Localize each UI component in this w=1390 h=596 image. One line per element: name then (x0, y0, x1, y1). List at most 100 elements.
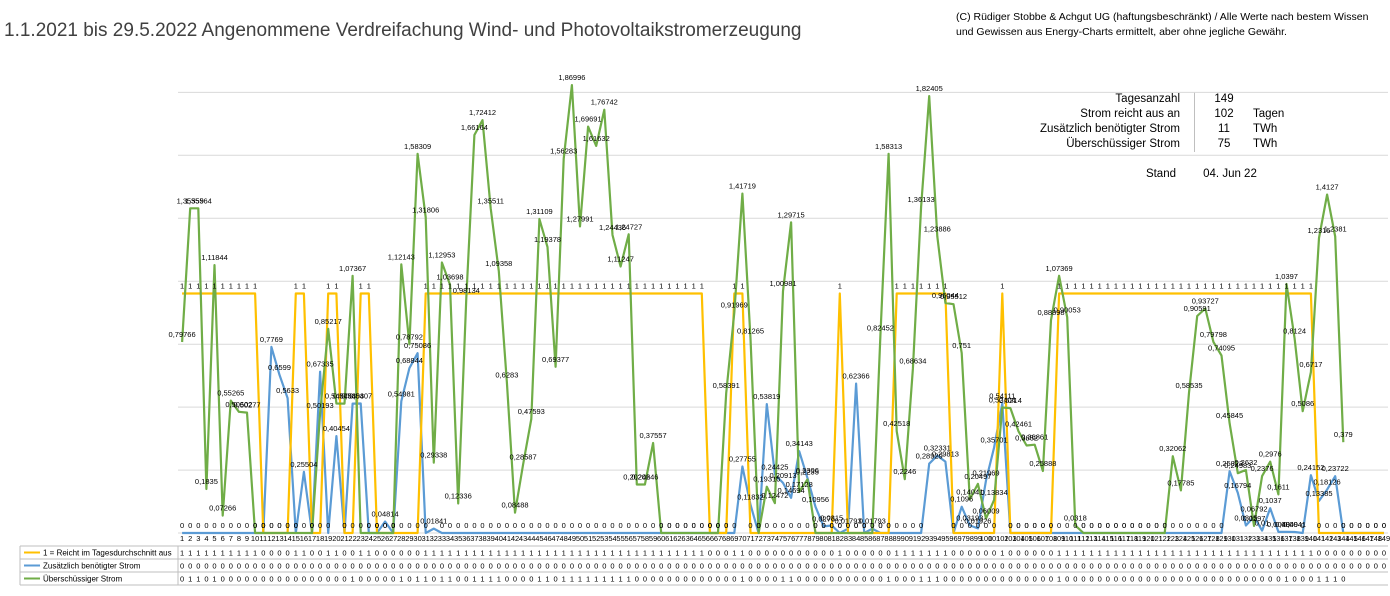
legend-cell: 0 (1155, 562, 1159, 571)
data-label: 1,31109 (526, 207, 553, 216)
stats-row-tagesanzahl: Tagesanzahl 149 (1000, 92, 1303, 107)
data-label: 0 (1016, 521, 1020, 530)
data-label: 1,23886 (924, 224, 951, 233)
data-label: 0 (1382, 521, 1386, 530)
legend-cell: 1 (1203, 549, 1207, 558)
legend-cell: 1 (1057, 549, 1061, 558)
legend-cell: 1 (935, 549, 939, 558)
legend-cell: 0 (1358, 562, 1362, 571)
data-label: 0 (570, 521, 574, 530)
data-label: 0 (399, 521, 403, 530)
x-tick-label: 130 (1223, 534, 1236, 543)
data-label: 0,24425 (761, 463, 788, 472)
legend-cell: 0 (789, 562, 793, 571)
data-label: 0,54981 (388, 389, 415, 398)
stats-row-zusaetzlich: Zusätzlich benötigter Strom 11 TWh (1000, 122, 1303, 137)
legend-cell: 0 (1049, 575, 1053, 584)
legend-cell: 0 (838, 575, 842, 584)
data-label: 1 (578, 282, 582, 291)
x-tick-label: 135 (1264, 534, 1277, 543)
x-tick-label: 3 (196, 534, 200, 543)
legend-cell: 0 (740, 562, 744, 571)
legend-cell: 0 (367, 562, 371, 571)
legend-cell: 0 (813, 575, 817, 584)
data-label: 1 (675, 282, 679, 291)
x-tick-label: 116 (1110, 534, 1122, 543)
legend-cell: 0 (887, 562, 891, 571)
legend-cell: 0 (870, 562, 874, 571)
data-label: 0 (813, 521, 817, 530)
data-label: 1 (1138, 282, 1142, 291)
legend-cell: 1 (367, 549, 371, 558)
data-label: 1 (1146, 282, 1150, 291)
legend-cell: 1 (448, 575, 452, 584)
data-label: 0 (359, 521, 363, 530)
data-label: 0,8124 (1283, 326, 1306, 335)
legend-cell: 1 (1260, 549, 1264, 558)
x-tick-label: 124 (1175, 534, 1188, 543)
data-label: 0 (716, 521, 720, 530)
legend-cell: 0 (269, 562, 273, 571)
legend-cell: 1 (1236, 549, 1240, 558)
data-label: 0 (667, 521, 671, 530)
legend-cell: 0 (1000, 575, 1004, 584)
legend-cell: 0 (489, 562, 493, 571)
legend-cell: 0 (286, 549, 290, 558)
legend-cell: 0 (951, 575, 955, 584)
data-label: 1 (1114, 282, 1118, 291)
x-tick-label: 49 (568, 534, 576, 543)
x-tick-label: 43 (519, 534, 527, 543)
legend-cell: 0 (1317, 549, 1321, 558)
legend-cell: 0 (1130, 562, 1134, 571)
data-label: 0 (684, 521, 688, 530)
x-tick-label: 41 (503, 534, 511, 543)
legend-cell: 0 (1057, 562, 1061, 571)
legend-cell: 0 (342, 575, 346, 584)
legend-cell: 0 (935, 562, 939, 571)
data-label: 1 (1122, 282, 1126, 291)
data-label: 0 (1179, 521, 1183, 530)
legend-cell: 0 (684, 562, 688, 571)
legend-cell: 0 (1374, 549, 1378, 558)
legend-cell: 0 (951, 549, 955, 558)
legend-cell: 0 (245, 562, 249, 571)
legend-cell: 0 (1325, 549, 1329, 558)
legend-cell: 1 (1179, 549, 1183, 558)
legend-cell: 1 (326, 549, 330, 558)
legend-cell: 1 (781, 575, 785, 584)
data-label: 0 (1195, 521, 1199, 530)
x-tick-label: 37 (470, 534, 478, 543)
legend-cell: 0 (505, 562, 509, 571)
data-label: 1 (740, 282, 744, 291)
legend-label-2: Überschüssiger Strom (43, 575, 122, 584)
x-tick-label: 11 (259, 534, 267, 543)
data-label: 0,82452 (867, 324, 894, 333)
data-label: 0,23722 (1322, 464, 1349, 473)
data-label: 1 (505, 282, 509, 291)
data-label: 0 (716, 521, 720, 530)
x-tick-label: 8 (237, 534, 241, 543)
legend-cell: 1 (659, 549, 663, 558)
data-label: 0 (310, 521, 314, 530)
legend-cell: 0 (1293, 562, 1297, 571)
x-tick-label: 53 (600, 534, 608, 543)
data-label: 1 (1155, 282, 1159, 291)
x-tick-label: 84 (852, 534, 860, 543)
data-label: 0 (188, 521, 192, 530)
legend-cell: 0 (594, 562, 598, 571)
stats-unit: Tagen (1253, 108, 1285, 120)
data-label: 0 (448, 521, 452, 530)
legend-cell: 0 (870, 549, 874, 558)
x-tick-label: 113 (1086, 534, 1098, 543)
legend-cell: 0 (310, 562, 314, 571)
data-label: 0,07266 (209, 504, 236, 513)
legend-cell: 0 (765, 562, 769, 571)
legend-cell: 0 (1374, 562, 1378, 571)
legend-cell: 0 (1252, 575, 1256, 584)
x-tick-label: 36 (462, 534, 470, 543)
data-label: 0 (960, 521, 964, 530)
data-label: 0 (700, 521, 704, 530)
data-label: 0 (1008, 521, 1012, 530)
x-tick-label: 107 (1037, 534, 1050, 543)
data-label: 0 (351, 521, 355, 530)
